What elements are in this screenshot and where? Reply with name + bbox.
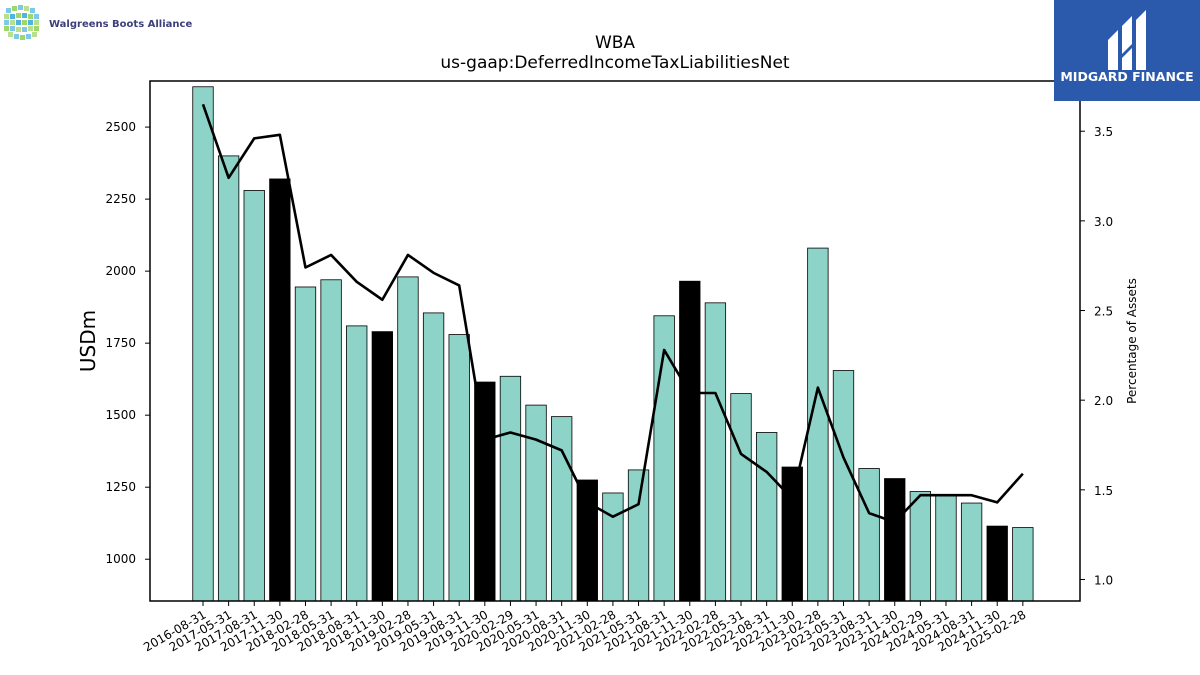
y-axis-label: USDm bbox=[76, 310, 100, 372]
brand-logo: MIDGARD FINANCE bbox=[1054, 0, 1200, 101]
y2-axis-label: Percentage of Assets bbox=[1125, 278, 1139, 404]
y2-tick-label: 1.0 bbox=[1094, 573, 1113, 587]
bar-2021-05-31 bbox=[627, 469, 650, 602]
company-logo-text: Walgreens Boots Alliance bbox=[49, 19, 192, 30]
bar-2019-05-31 bbox=[422, 312, 445, 602]
y2-tick-label: 2.0 bbox=[1094, 394, 1113, 408]
y-tick-label: 2250 bbox=[105, 192, 136, 206]
chart-subtitle: us-gaap:DeferredIncomeTaxLiabilitiesNet bbox=[440, 53, 790, 73]
y-tick-label: 2500 bbox=[105, 120, 136, 134]
bar-2018-02-28 bbox=[294, 286, 317, 602]
y-tick-label: 1500 bbox=[105, 408, 136, 422]
bar-2025-02-28 bbox=[1012, 527, 1034, 602]
y-axis-left: 1000 1250 1500 1750 2000 2250 2500 bbox=[105, 120, 150, 566]
plot-frame bbox=[149, 80, 1081, 602]
company-logo: Walgreens Boots Alliance bbox=[4, 5, 192, 40]
bar-2019-02-28 bbox=[397, 276, 419, 602]
y-tick-label: 2000 bbox=[105, 264, 136, 278]
bar-2021-08-31 bbox=[653, 315, 675, 602]
bar-2023-05-31 bbox=[832, 370, 855, 602]
bar-2017-11-30 bbox=[269, 178, 291, 602]
x-axis: 2016-08-312017-05-312017-08-312017-11-30… bbox=[141, 601, 1028, 654]
y-axis-right: 1.0 1.5 2.0 2.5 3.0 3.5 bbox=[1080, 125, 1113, 587]
bars bbox=[192, 86, 1034, 602]
chart-title: WBA bbox=[595, 33, 635, 53]
midgard-emblem-icon bbox=[1108, 10, 1146, 70]
y2-tick-label: 1.5 bbox=[1094, 484, 1113, 498]
bar-2024-05-31 bbox=[935, 495, 957, 602]
bar-2022-08-31 bbox=[755, 432, 778, 602]
y2-tick-label: 3.5 bbox=[1094, 125, 1113, 139]
y2-tick-label: 2.5 bbox=[1094, 305, 1113, 319]
bar-2018-08-31 bbox=[346, 325, 368, 602]
bar-2017-05-31 bbox=[217, 155, 240, 602]
bar-2023-02-28 bbox=[807, 247, 829, 602]
bar-2016-08-31 bbox=[192, 86, 214, 602]
pct-assets-line-path bbox=[201, 103, 1024, 524]
y-tick-label: 1250 bbox=[105, 480, 136, 494]
bar-2017-08-31 bbox=[243, 190, 265, 602]
bar-2021-11-30 bbox=[679, 280, 701, 602]
bar-2018-11-30 bbox=[371, 331, 393, 602]
bar-2020-08-31 bbox=[551, 416, 573, 602]
bar-2020-02-29 bbox=[499, 375, 522, 602]
bar-2024-08-31 bbox=[960, 502, 983, 602]
bar-2022-11-30 bbox=[781, 466, 803, 602]
bar-2020-05-31 bbox=[525, 404, 547, 602]
bar-2022-05-31 bbox=[730, 393, 752, 602]
bar-2019-08-31 bbox=[448, 334, 470, 602]
bar-2022-02-28 bbox=[704, 302, 727, 602]
bar-2024-02-29 bbox=[909, 491, 932, 602]
logo-mosaic-icon bbox=[4, 5, 39, 40]
brand-name: MIDGARD FINANCE bbox=[1060, 69, 1193, 84]
bar-2018-05-31 bbox=[320, 279, 342, 602]
bar-2019-11-30 bbox=[474, 381, 496, 602]
bar-2023-08-31 bbox=[858, 468, 880, 602]
y-tick-label: 1000 bbox=[105, 552, 136, 566]
bar-2020-11-30 bbox=[576, 479, 598, 602]
bar-2023-11-30 bbox=[884, 478, 906, 602]
bar-2024-11-30 bbox=[986, 525, 1008, 602]
y-tick-label: 1750 bbox=[105, 336, 136, 350]
bar-2021-02-28 bbox=[602, 492, 624, 602]
brand-background bbox=[1054, 0, 1200, 101]
pct-assets-line bbox=[201, 103, 1024, 524]
y2-tick-label: 3.0 bbox=[1094, 215, 1113, 229]
